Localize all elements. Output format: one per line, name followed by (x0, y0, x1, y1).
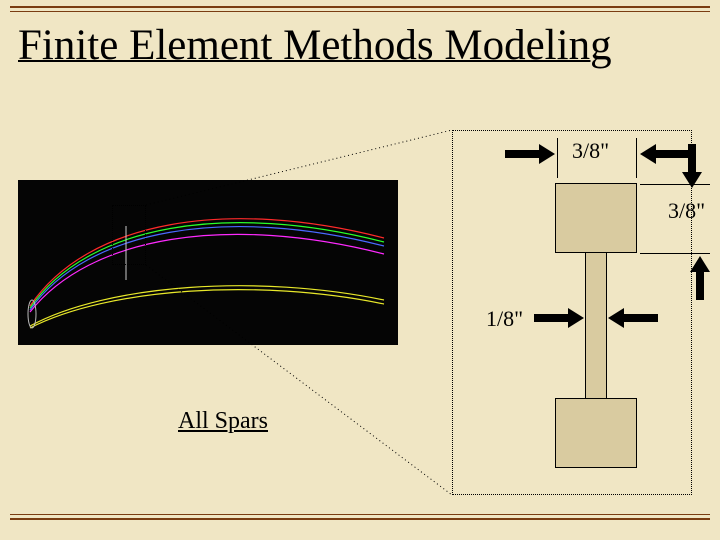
dim-tick (557, 138, 558, 178)
rule-outer (10, 6, 710, 8)
rule-outer (10, 518, 710, 520)
dim-tick (636, 138, 637, 178)
arrow-right-icon (505, 144, 555, 164)
arrow-up-icon (690, 256, 710, 300)
ibeam-bottom-flange (555, 398, 637, 468)
arrow-left-icon (608, 308, 658, 328)
dim-label-right-height: 3/8" (668, 198, 705, 224)
rule-inner (10, 514, 710, 515)
caption-all-spars: All Spars (178, 408, 268, 435)
dim-label-web-width: 1/8" (486, 306, 523, 332)
fem-svg (18, 180, 398, 345)
callout-source (112, 205, 146, 265)
dim-label-top-width: 3/8" (572, 138, 609, 164)
slide-title: Finite Element Methods Modeling (18, 22, 612, 69)
ibeam-top-flange (555, 183, 637, 253)
top-rule (10, 6, 710, 12)
bottom-rule (10, 514, 710, 520)
ibeam-web (585, 253, 607, 398)
dim-tick (640, 184, 710, 185)
arrow-down-icon (682, 144, 702, 188)
fem-render (18, 180, 398, 345)
rule-inner (10, 11, 710, 12)
dim-tick (640, 253, 710, 254)
arrow-right-icon (534, 308, 584, 328)
slide: Finite Element Methods Modeling 3/8" (0, 0, 720, 540)
